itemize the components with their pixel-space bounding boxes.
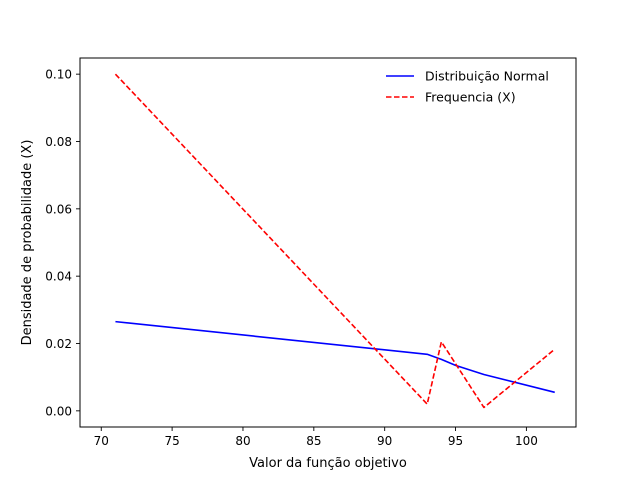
- y-tick-label: 0.04: [45, 270, 72, 284]
- legend: Distribuição Normal Frequencia (X): [386, 69, 549, 105]
- axis-ticks: 70 75 80 85 90 95 100 0.00 0.02 0.04 0.06 0.08 0.10: [45, 68, 538, 448]
- x-tick-label: 80: [235, 434, 250, 448]
- x-tick-label: 85: [306, 434, 321, 448]
- x-axis-label: Valor da função objetivo: [249, 456, 407, 471]
- y-tick-label: 0.08: [45, 135, 72, 149]
- legend-label: Frequencia (X): [425, 90, 516, 105]
- series-line-2: [114, 73, 556, 409]
- y-tick-label: 0.10: [45, 68, 72, 82]
- y-tick-label: 0.00: [45, 404, 72, 418]
- y-tick-label: 0.06: [45, 202, 72, 216]
- plot-lines: [114, 73, 556, 409]
- x-tick-label: 75: [164, 434, 179, 448]
- x-tick-label: 95: [448, 434, 463, 448]
- axes-frame: [79, 57, 577, 428]
- y-axis-label: Densidade de probabilidade (X): [20, 140, 35, 346]
- y-tick-label: 0.02: [45, 337, 72, 351]
- x-tick-label: 90: [377, 434, 392, 448]
- x-tick-label: 100: [515, 434, 538, 448]
- x-tick-label: 70: [94, 434, 109, 448]
- legend-label: Distribuição Normal: [425, 69, 549, 84]
